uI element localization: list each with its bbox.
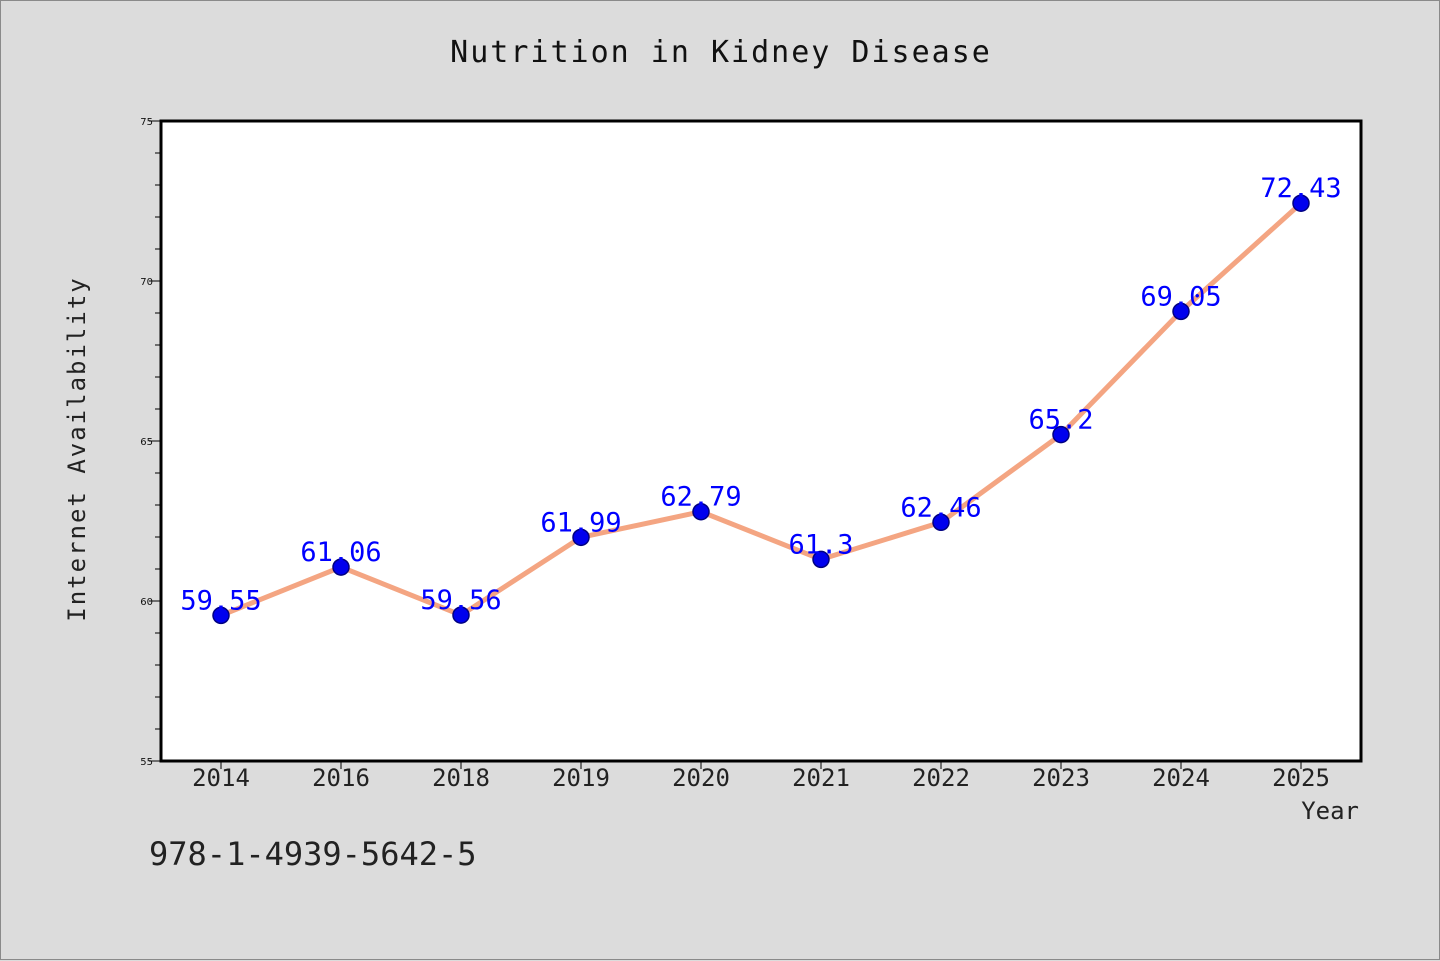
- x-tick-label: 2021: [792, 764, 850, 792]
- y-tick-label: 60: [140, 597, 153, 608]
- y-tick-label: 70: [140, 277, 153, 288]
- x-tick-label: 2025: [1272, 764, 1330, 792]
- data-point: [212, 606, 230, 625]
- x-tick-label: 2018: [432, 764, 490, 792]
- data-label: 61.3: [788, 529, 853, 560]
- data-label: 61.06: [300, 537, 381, 568]
- data-label: 72.43: [1260, 173, 1341, 204]
- data-point: [692, 502, 710, 521]
- x-tick-label: 2024: [1152, 764, 1210, 792]
- data-label: 62.79: [660, 482, 741, 513]
- x-tick-label: 2019: [552, 764, 610, 792]
- series-line: [218, 200, 1304, 618]
- data-point: [932, 513, 950, 532]
- x-tick-label: 2022: [912, 764, 970, 792]
- x-axis-label: Year: [1301, 797, 1359, 825]
- data-label: 59.56: [420, 585, 501, 616]
- chart-title: Nutrition in Kidney Disease: [450, 35, 992, 70]
- data-point: [332, 558, 350, 576]
- y-tick-label: 75: [140, 117, 153, 128]
- data-point: [812, 550, 830, 569]
- x-tick-label: 2020: [672, 764, 730, 792]
- x-tick-label: 2016: [312, 764, 370, 792]
- data-label: 61.99: [540, 507, 621, 538]
- data-point: [1172, 302, 1190, 321]
- y-tick-label: 65: [140, 437, 153, 448]
- x-tick-label: 2023: [1032, 764, 1090, 792]
- isbn-annotation: 978-1-4939-5642-5: [149, 835, 477, 873]
- data-label: 62.46: [900, 492, 981, 523]
- data-label: 69.05: [1140, 281, 1221, 312]
- x-tick-label: 2014: [192, 764, 250, 792]
- data-point: [452, 606, 470, 624]
- data-point: [1292, 194, 1310, 212]
- data-point: [572, 528, 590, 547]
- data-label: 65.2: [1028, 405, 1093, 436]
- plot-frame: [159, 119, 1363, 763]
- plot-area: [161, 121, 1361, 761]
- data-point: [1052, 425, 1070, 444]
- data-label: 59.55: [180, 585, 261, 616]
- y-tick-label: 55: [140, 757, 153, 768]
